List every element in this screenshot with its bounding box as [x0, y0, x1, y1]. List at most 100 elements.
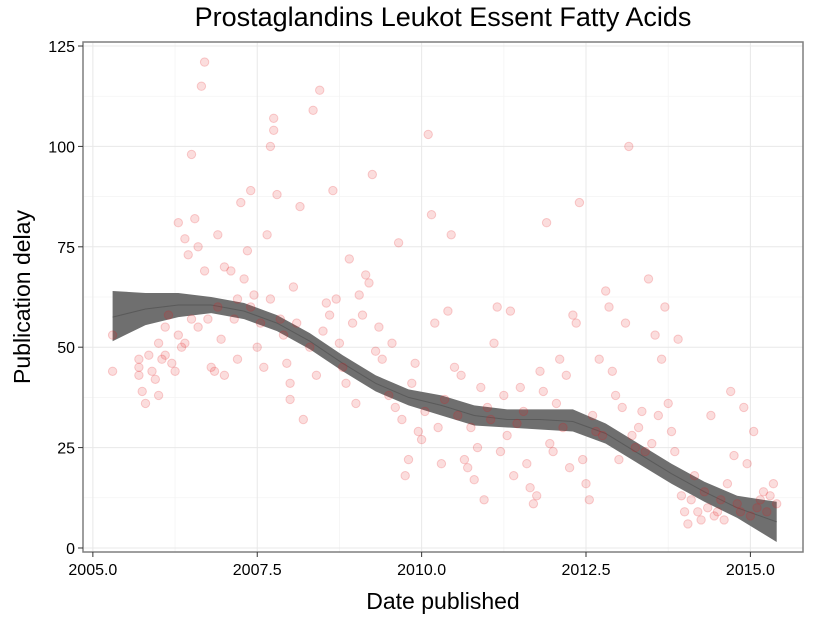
scatter-point: [689, 471, 700, 481]
scatter-point: [420, 406, 430, 417]
scatter-point: [538, 386, 548, 397]
scatter-point: [742, 459, 752, 469]
scatter-point: [252, 342, 262, 352]
scatter-points: [107, 57, 782, 529]
scatter-point: [354, 290, 364, 300]
scatter-point: [397, 414, 407, 425]
scatter-point: [443, 306, 453, 316]
scatter-point: [285, 378, 295, 388]
scatter-point: [153, 390, 164, 401]
scatter-point: [186, 314, 197, 324]
chart-title: Prostaglandins Leukot Essent Fatty Acids: [195, 2, 692, 32]
scatter-point: [173, 330, 184, 340]
scatter-point: [456, 370, 466, 380]
scatter-point: [282, 358, 292, 368]
scatter-point: [656, 354, 667, 364]
scatter-point: [180, 338, 190, 348]
scatter-point: [236, 197, 246, 208]
scatter-point: [393, 238, 404, 248]
scatter-point: [416, 434, 427, 445]
scatter-point: [472, 442, 483, 453]
scatter-point: [502, 430, 512, 441]
scatter-point: [660, 302, 670, 312]
scatter-point: [587, 410, 598, 421]
scatter-point: [259, 362, 269, 372]
scatter-point: [722, 479, 733, 489]
scatter-point: [578, 454, 588, 465]
scatter-point: [469, 475, 479, 485]
scatter-point: [410, 358, 420, 368]
scatter-point: [768, 479, 779, 489]
scatter-point: [157, 354, 167, 364]
scatter-point: [541, 218, 552, 228]
scatter-point: [749, 426, 759, 437]
scatter-point: [551, 398, 562, 409]
scatter-point: [285, 394, 295, 405]
x-tick-label: 2007.5: [233, 562, 282, 579]
scatter-point: [308, 105, 318, 116]
scatter-point: [643, 274, 654, 284]
scatter-point: [726, 386, 736, 397]
scatter-point: [311, 370, 322, 380]
scatter-point: [173, 218, 184, 228]
scatter-point: [436, 459, 447, 469]
scatter-point: [663, 398, 673, 409]
scatter-point: [206, 362, 216, 372]
scatter-point: [525, 483, 535, 493]
scatter-point: [246, 302, 256, 312]
scatter-point: [361, 270, 371, 280]
scatter-point: [229, 314, 239, 324]
scatter-point: [324, 310, 335, 320]
scatter-point: [647, 438, 657, 449]
grid: [83, 42, 803, 552]
scatter-point: [755, 495, 765, 505]
scatter-point: [377, 354, 387, 364]
scatter-point: [466, 422, 476, 433]
scatter-point: [433, 422, 443, 433]
scatter-point: [292, 318, 302, 328]
scatter-point: [640, 446, 650, 457]
scatter-point: [351, 398, 361, 409]
scatter-point: [561, 370, 571, 380]
scatter-point: [492, 302, 502, 312]
scatter-point: [357, 310, 368, 320]
scatter-point: [193, 322, 203, 332]
scatter-point: [739, 402, 749, 413]
scatter-point: [176, 342, 187, 352]
scatter-point: [232, 294, 243, 304]
x-tick-label: 2015.0: [726, 562, 775, 579]
scatter-point: [676, 491, 687, 501]
scatter-point: [430, 318, 440, 328]
smooth-line: [112, 304, 777, 523]
scatter-point: [522, 459, 532, 469]
scatter-point: [426, 210, 437, 220]
scatter-point: [591, 426, 601, 437]
scatter-point: [653, 410, 663, 421]
scatter-point: [160, 350, 170, 360]
scatter-point: [150, 374, 161, 384]
scatter-point: [505, 306, 516, 316]
x-axis-title: Date published: [366, 588, 519, 614]
scatter-point: [515, 382, 525, 393]
scatter-point: [518, 406, 529, 417]
scatter-point: [331, 294, 341, 304]
scatter-point: [183, 250, 193, 260]
scatter-point: [528, 499, 539, 509]
scatter-point: [719, 515, 729, 525]
y-tick-label: 50: [57, 340, 75, 357]
scatter-point: [213, 230, 223, 240]
scatter-point: [239, 274, 249, 284]
scatter-point: [597, 430, 608, 441]
scatter-point: [624, 141, 634, 152]
scatter-point: [630, 442, 640, 453]
y-axis: 0 25 50 75 100 125: [48, 39, 83, 558]
scatter-point: [574, 197, 585, 208]
scatter-point: [499, 390, 509, 401]
scatter-point: [190, 214, 200, 224]
scatter-point: [170, 366, 180, 376]
y-tick-label: 0: [66, 541, 75, 558]
scatter-point: [535, 366, 545, 376]
scatter-point: [686, 495, 696, 505]
scatter-point: [423, 129, 433, 140]
scatter-point: [449, 362, 460, 372]
